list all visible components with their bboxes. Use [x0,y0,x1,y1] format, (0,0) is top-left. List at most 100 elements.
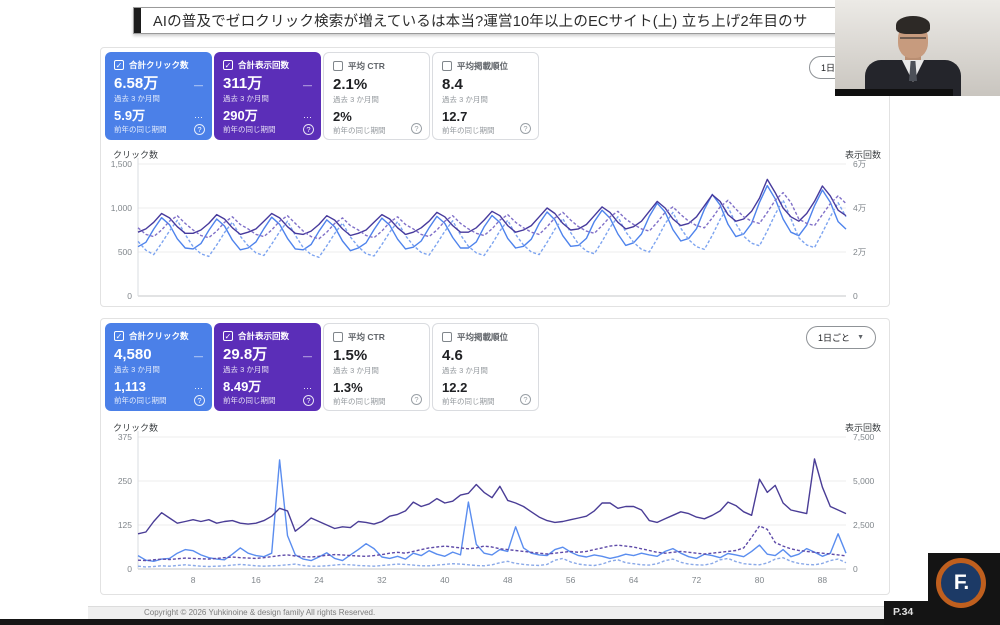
help-icon[interactable]: ? [520,394,531,405]
help-icon[interactable]: ? [303,395,314,406]
metric-value-previous: 5.9万 [114,107,146,123]
metric-period-previous: 前年の同じ期間 [442,126,495,135]
metric-value-current: 311万 [223,74,263,92]
metric-card[interactable]: 平均 CTR 2.1% 過去 3 か月間 2% 前年の同じ期間 ? [323,52,430,140]
metric-label: 平均 CTR [348,332,385,342]
metric-cards-row: ✓ 合計クリック数 6.58万 — 過去 3 か月間 5.9万 ⋯ 前年の同じ期… [105,52,539,140]
svg-text:0: 0 [853,291,858,301]
metric-period-current: 過去 3 か月間 [223,94,269,104]
metric-label: 平均掲載順位 [457,332,509,342]
svg-text:0: 0 [127,291,132,301]
svg-text:16: 16 [251,575,261,585]
metric-card[interactable]: ✓ 合計表示回数 311万 — 過去 3 か月間 290万 ⋯ 前年の同じ期間 … [214,52,321,140]
metric-card[interactable]: 平均掲載順位 8.4 過去 3 か月間 12.7 前年の同じ期間 ? [432,52,539,140]
copyright-text: Copyright © 2026 Yuhkinoine & design fam… [144,608,376,617]
metric-value-previous: 1,113 [114,378,146,394]
metric-label: 平均掲載順位 [457,61,509,71]
speaker-tie [909,61,917,81]
speaker-glasses [900,37,926,45]
metric-card[interactable]: 平均 CTR 1.5% 過去 3 か月間 1.3% 前年の同じ期間 ? [323,323,430,411]
svg-text:表示回数: 表示回数 [845,150,881,160]
svg-text:250: 250 [118,476,132,486]
slide-title: AIの普及でゼロクリック検索が増えているは本当?運営10年以上のECサイト(上)… [153,14,808,30]
svg-text:64: 64 [629,575,639,585]
metric-value-current: 29.8万 [223,345,268,363]
metric-value-current: 1.5% [333,346,368,364]
metric-label: 合計表示回数 [238,331,290,341]
svg-text:2,500: 2,500 [853,520,875,530]
metric-label: 合計クリック数 [129,60,189,70]
help-icon[interactable]: ? [411,394,422,405]
metric-period-current: 過去 3 か月間 [333,95,379,105]
trend-dots-icon: ⋯ [194,382,203,393]
performance-chart-site1: クリック数 表示回数 1,500 1,000 500 0 6万 4万 2万 0 [111,150,881,301]
chevron-down-icon: ▼ [857,334,864,341]
help-icon[interactable]: ? [520,123,531,134]
trend-dash-icon: — [194,350,203,361]
metric-card[interactable]: ✓ 合計クリック数 4,580 — 過去 3 か月間 1,113 ⋯ 前年の同じ… [105,323,212,411]
svg-text:表示回数: 表示回数 [845,423,881,433]
metric-checkbox[interactable]: ✓ [223,331,233,342]
metric-checkbox[interactable] [333,61,343,72]
svg-text:125: 125 [118,520,132,530]
metric-checkbox[interactable] [442,61,452,72]
trend-dash-icon: — [303,350,312,361]
metric-value-current: 2.1% [333,75,368,93]
help-icon[interactable]: ? [194,395,205,406]
svg-text:4万: 4万 [853,203,866,213]
metric-checkbox[interactable]: ✓ [114,60,124,71]
trend-dash-icon: — [194,79,203,90]
title-accent-bar [134,8,141,33]
granularity-label: 1日ごと [818,333,851,343]
metric-period-current: 過去 3 か月間 [333,366,379,376]
help-icon[interactable]: ? [411,123,422,134]
metric-card[interactable]: ✓ 合計表示回数 29.8万 — 過去 3 か月間 8.49万 ⋯ 前年の同じ期… [214,323,321,411]
metric-period-current: 過去 3 か月間 [442,95,488,105]
metric-card[interactable]: ✓ 合計クリック数 6.58万 — 過去 3 か月間 5.9万 ⋯ 前年の同じ期… [105,52,212,140]
metric-period-current: 過去 3 か月間 [442,366,488,376]
svg-text:クリック数: クリック数 [113,150,158,160]
metric-period-previous: 前年の同じ期間 [114,125,167,134]
metric-value-previous: 8.49万 [223,378,262,394]
metric-checkbox[interactable] [442,332,452,343]
slide-footer: Copyright © 2026 Yuhkinoine & design fam… [88,606,890,619]
metric-value-current: 4,580 [114,345,152,363]
svg-text:80: 80 [755,575,765,585]
metric-period-previous: 前年の同じ期間 [114,396,167,405]
svg-text:40: 40 [440,575,450,585]
metric-checkbox[interactable]: ✓ [223,60,233,71]
player-letterbox [0,619,1000,625]
metric-value-previous: 2% [333,108,352,124]
metric-checkbox[interactable]: ✓ [114,331,124,342]
metric-period-current: 過去 3 か月間 [114,365,160,375]
svg-text:48: 48 [503,575,513,585]
svg-text:7,500: 7,500 [853,432,875,442]
trend-dots-icon: ⋯ [303,382,312,393]
help-icon[interactable]: ? [303,124,314,135]
metric-card[interactable]: 平均掲載順位 4.6 過去 3 か月間 12.2 前年の同じ期間 ? [432,323,539,411]
metric-value-current: 8.4 [442,75,463,93]
svg-text:0: 0 [853,564,858,574]
metric-label: 平均 CTR [348,61,385,71]
metric-cards-row: ✓ 合計クリック数 4,580 — 過去 3 か月間 1,113 ⋯ 前年の同じ… [105,323,539,411]
metric-value-current: 4.6 [442,346,463,364]
dashboard-section-site2: ✓ 合計クリック数 4,580 — 過去 3 か月間 1,113 ⋯ 前年の同じ… [100,318,890,595]
svg-text:375: 375 [118,432,132,442]
metric-period-current: 過去 3 か月間 [223,365,269,375]
svg-text:56: 56 [566,575,576,585]
metric-value-previous: 1.3% [333,379,363,395]
svg-text:1,500: 1,500 [111,159,133,169]
speaker-hair [896,16,930,34]
granularity-dropdown[interactable]: 1日ごと ▼ [806,326,876,349]
trend-dots-icon: ⋯ [303,111,312,122]
metric-period-previous: 前年の同じ期間 [333,126,386,135]
page-number: P.34 [893,606,914,618]
metric-period-previous: 前年の同じ期間 [223,125,276,134]
metric-value-previous: 12.2 [442,379,468,395]
metric-period-current: 過去 3 か月間 [114,94,160,104]
svg-text:8: 8 [191,575,196,585]
svg-text:0: 0 [127,564,132,574]
svg-text:72: 72 [692,575,702,585]
metric-checkbox[interactable] [333,332,343,343]
help-icon[interactable]: ? [194,124,205,135]
